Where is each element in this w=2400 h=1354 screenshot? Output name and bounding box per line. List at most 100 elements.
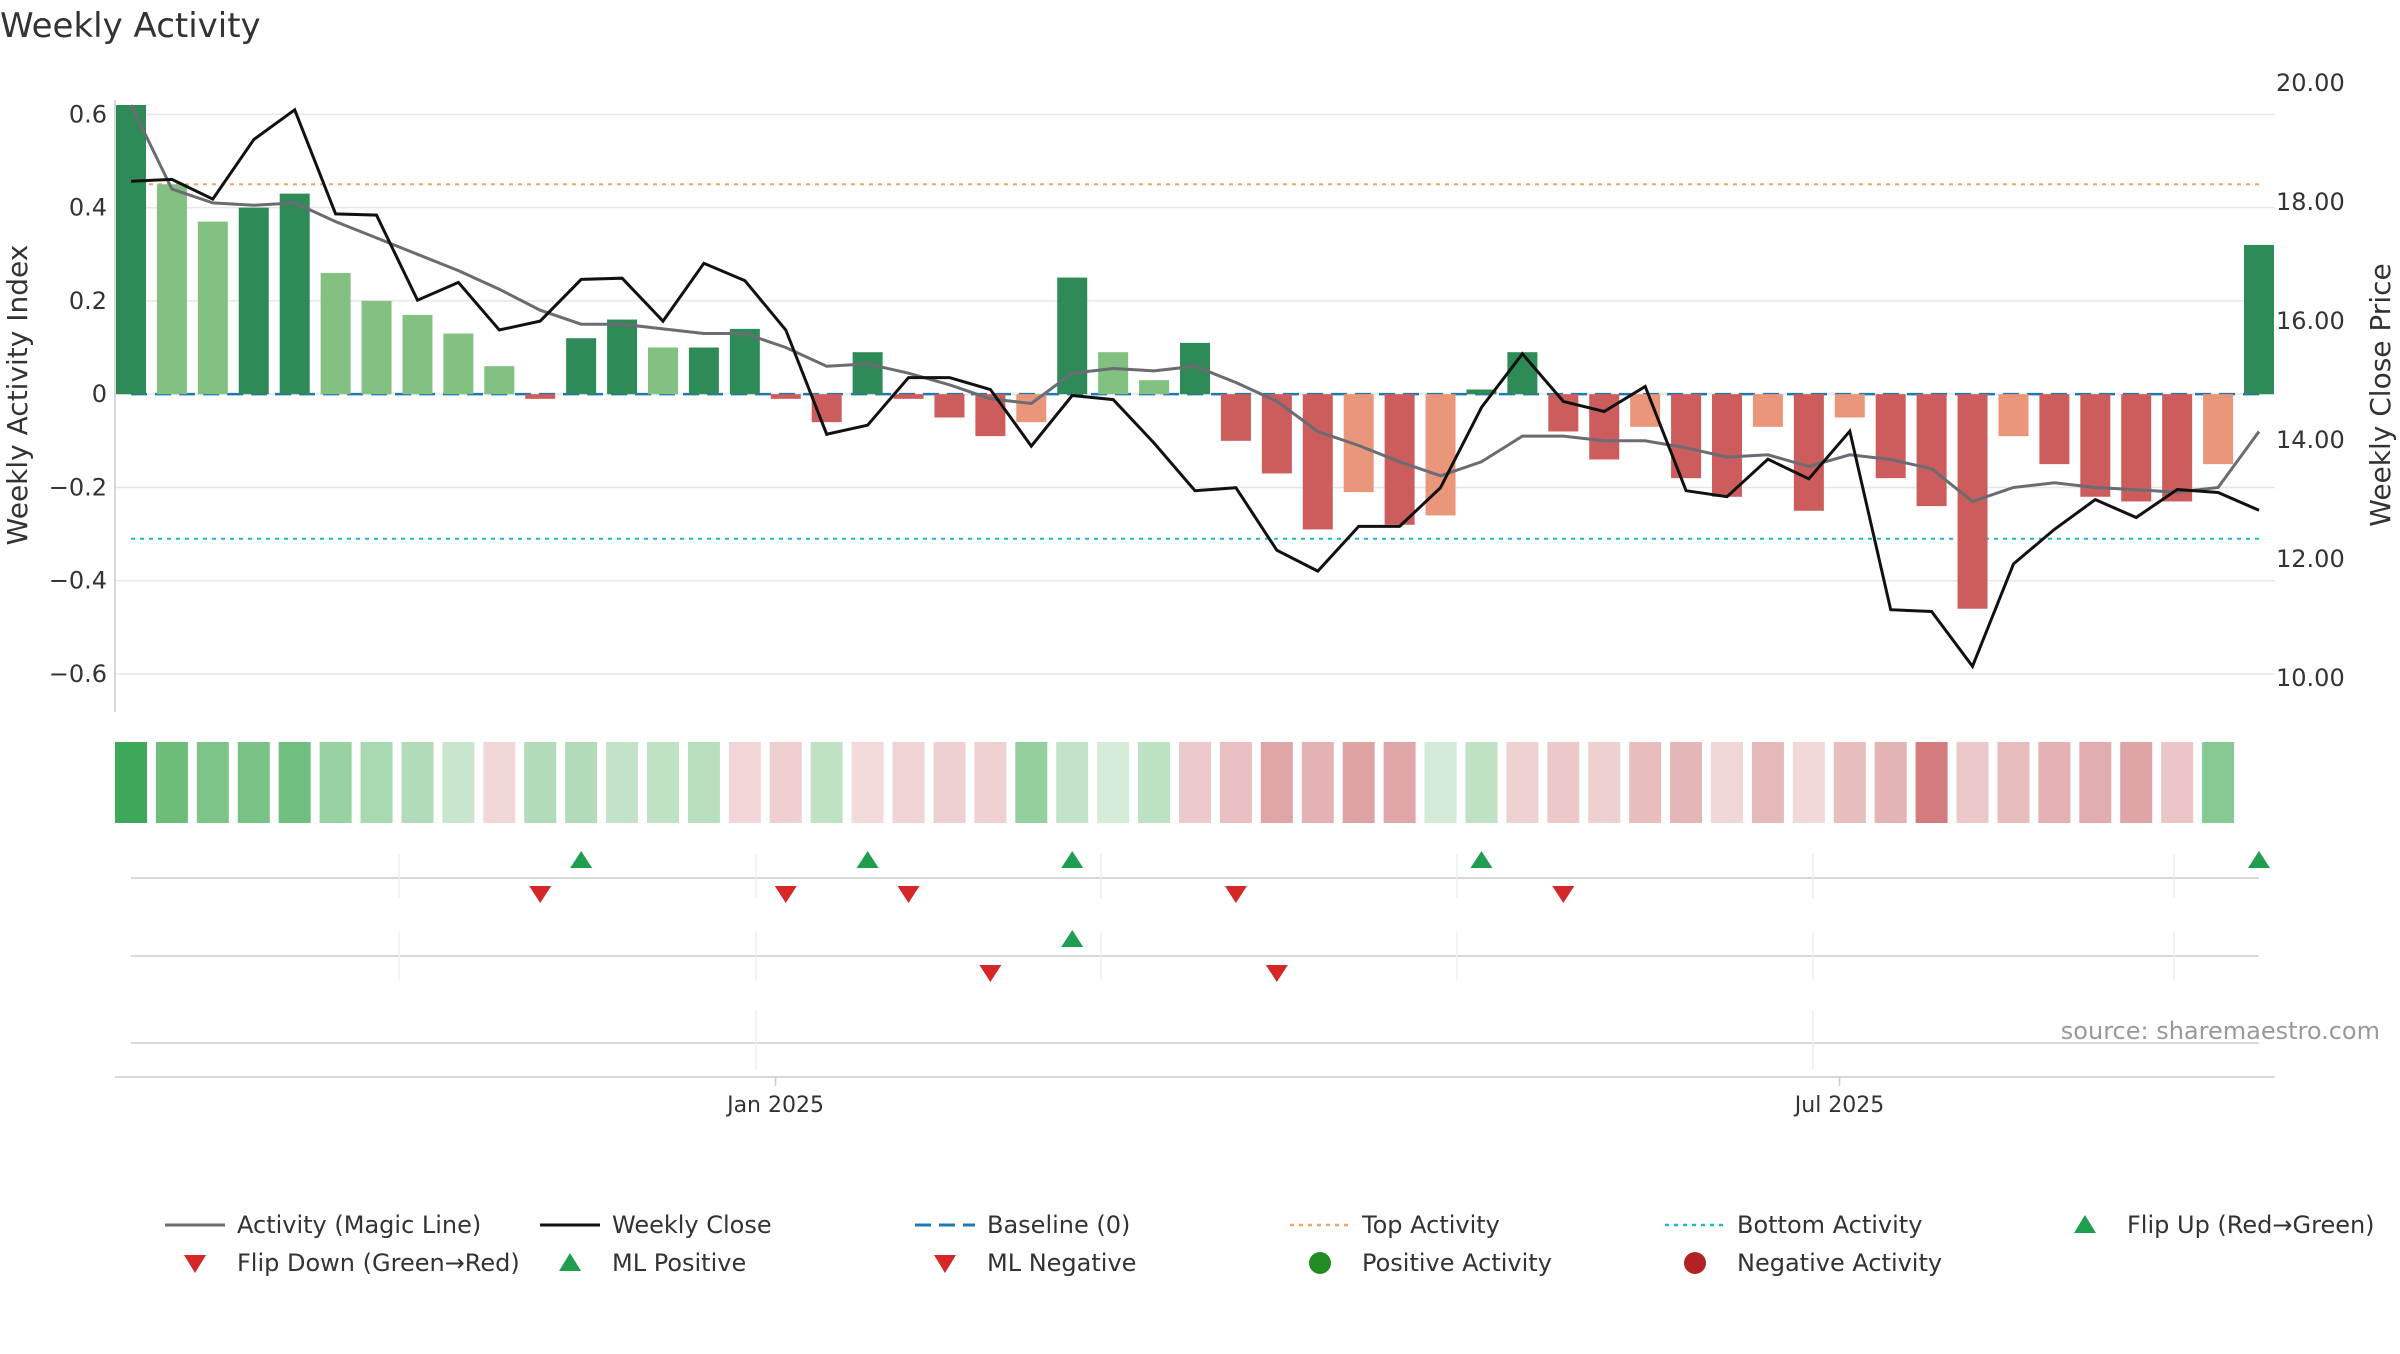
time-axis: Jan 2025 Jul 2025 xyxy=(115,1076,2275,1118)
heat-strip-cell xyxy=(1588,742,1621,823)
legend-swatch xyxy=(184,1255,206,1273)
heat-strip-cell xyxy=(1506,742,1539,823)
heat-strip-cell xyxy=(2161,742,2194,823)
heat-strip-cell xyxy=(1097,742,1130,823)
flip-down-marker xyxy=(1552,886,1575,903)
legend-label: ML Negative xyxy=(987,1249,1136,1277)
activity-bar xyxy=(1998,394,2029,437)
activity-bar xyxy=(1220,394,1251,441)
left-tick-label: 0.2 xyxy=(69,287,107,315)
heat-strip-cell xyxy=(1792,742,1825,823)
activity-bar xyxy=(2121,394,2152,502)
ml-positive-marker xyxy=(1061,930,1084,947)
right-tick-label: 20.00 xyxy=(2276,69,2345,97)
legend-label: Weekly Close xyxy=(612,1211,772,1239)
activity-bar xyxy=(279,193,310,395)
heat-strip-cell xyxy=(851,742,884,823)
legend-ml-negative: ML Negative xyxy=(934,1249,1136,1277)
activity-bar xyxy=(1793,394,1824,511)
heat-strip-cell xyxy=(2120,742,2153,823)
heat-strip-cell xyxy=(196,742,229,823)
activity-bar xyxy=(1016,394,1047,423)
flip-down-marker xyxy=(529,886,552,903)
heat-strip-cell xyxy=(606,742,639,823)
left-axis-label: Weekly Activity Index xyxy=(1,245,34,546)
heat-strip-cell xyxy=(1629,742,1662,823)
source-note: source: sharemaestro.com xyxy=(2061,1017,2380,1045)
flip-down-marker xyxy=(1224,886,1247,903)
right-tick-label: 18.00 xyxy=(2276,188,2345,216)
activity-bar xyxy=(2162,394,2193,502)
heat-strip-cell xyxy=(1219,742,1252,823)
heat-strip-cell xyxy=(278,742,311,823)
heat-strip-cell xyxy=(933,742,966,823)
signal-grid xyxy=(131,854,2259,1070)
activity-bar xyxy=(852,352,883,395)
signal-panels xyxy=(131,851,2270,1070)
legend-swatch xyxy=(934,1255,956,1273)
legend-baseline: Baseline (0) xyxy=(915,1211,1130,1239)
left-tick-label: 0.6 xyxy=(69,100,107,128)
heat-strip-cell xyxy=(1956,742,1989,823)
flip-up-marker xyxy=(570,851,593,868)
legend-label: Baseline (0) xyxy=(987,1211,1130,1239)
heat-strip-cell xyxy=(1383,742,1416,823)
legend-swatch xyxy=(2074,1215,2096,1233)
activity-bar xyxy=(566,338,597,395)
legend-label: ML Positive xyxy=(612,1249,746,1277)
legend-flip-down: Flip Down (Green→Red) xyxy=(184,1249,520,1277)
activity-bar xyxy=(116,105,146,395)
heat-strip-cell xyxy=(1547,742,1580,823)
activity-bar xyxy=(770,394,801,399)
flip-up-marker xyxy=(856,851,879,868)
activity-bars xyxy=(116,105,2274,609)
heat-strip-cell xyxy=(401,742,434,823)
legend-label: Activity (Magic Line) xyxy=(237,1211,481,1239)
legend-ml-positive: ML Positive xyxy=(559,1249,746,1277)
legend-bottom-activity: Bottom Activity xyxy=(1665,1211,1922,1239)
left-tick-label: −0.4 xyxy=(49,567,107,595)
legend-label: Negative Activity xyxy=(1737,1249,1942,1277)
legend-weekly-close: Weekly Close xyxy=(540,1211,772,1239)
flip-up-marker xyxy=(1470,851,1493,868)
heat-strip-cell xyxy=(1179,742,1211,823)
activity-heat-strip xyxy=(115,742,2235,823)
left-tick-label: 0 xyxy=(92,380,107,408)
legend-negative-activity: Negative Activity xyxy=(1684,1249,1942,1277)
heat-strip-cell xyxy=(1424,742,1457,823)
heat-strip-cell xyxy=(1751,742,1784,823)
activity-bar xyxy=(361,300,392,395)
heat-strip-cell xyxy=(360,742,393,823)
main-panel: 0.6 0.4 0.2 0 −0.2 −0.4 −0.6 20.00 18.00 16.00 14… xyxy=(1,69,2397,712)
heat-strip-cell xyxy=(892,742,925,823)
heat-strip-cell xyxy=(1301,742,1334,823)
activity-bar xyxy=(1752,394,1783,427)
activity-bar xyxy=(197,221,228,395)
chart-title: Weekly Activity xyxy=(0,6,261,46)
activity-bar xyxy=(893,394,924,399)
activity-bar xyxy=(2244,244,2274,395)
x-tick-label: Jul 2025 xyxy=(1793,1093,1885,1118)
flip-down-marker xyxy=(897,886,920,903)
activity-bar xyxy=(525,394,556,399)
heat-strip-cell xyxy=(2079,742,2112,823)
legend-swatch xyxy=(1684,1252,1706,1274)
legend-label: Flip Up (Red→Green) xyxy=(2127,1211,2375,1239)
heat-strip-cell xyxy=(1465,742,1498,823)
series-lines xyxy=(129,104,2261,670)
activity-bar xyxy=(688,347,719,395)
activity-bar xyxy=(1098,352,1129,395)
heat-strip-cell xyxy=(2038,742,2071,823)
left-tick-label: −0.6 xyxy=(49,660,107,688)
heat-strip-cell xyxy=(687,742,720,823)
heat-strip-cell xyxy=(237,742,270,823)
heat-strip-cell xyxy=(1056,742,1089,823)
heat-strip-cell xyxy=(1342,742,1375,823)
right-tick-label: 14.00 xyxy=(2276,426,2345,454)
activity-bar xyxy=(1875,394,1906,479)
heat-strip-cell xyxy=(565,742,598,823)
weekly-close-series xyxy=(130,107,2260,670)
activity-bar xyxy=(729,328,760,395)
heat-strip-cell xyxy=(483,742,516,823)
